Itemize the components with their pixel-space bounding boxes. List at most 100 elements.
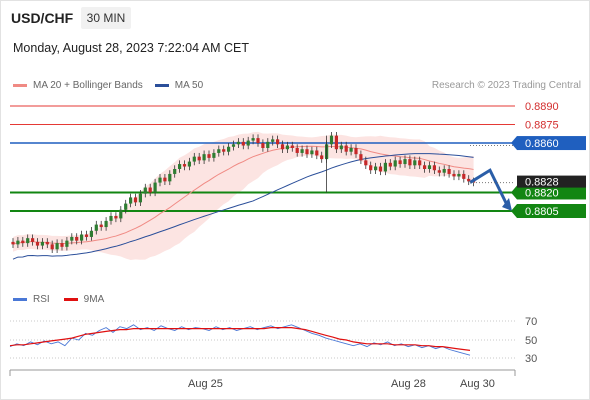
- candle-body: [231, 144, 236, 147]
- candle-body: [408, 159, 412, 166]
- rsi-ma9-line: [9, 327, 471, 351]
- level-label-0.8820: 0.8820: [525, 187, 559, 199]
- candle-body: [173, 169, 177, 174]
- candle-body: [329, 135, 334, 145]
- candle-body: [364, 160, 368, 166]
- candle-body: [133, 197, 138, 203]
- moving-averages-layer: [12, 145, 474, 260]
- rsi-tick-30: 30: [525, 353, 537, 365]
- candle-body: [178, 164, 182, 169]
- candle-body: [153, 182, 157, 193]
- x-tick-aug28: Aug 28: [391, 378, 426, 390]
- candle-body: [447, 169, 451, 174]
- candle-body: [114, 215, 118, 219]
- candle-body: [418, 160, 422, 166]
- candle-body: [16, 240, 20, 245]
- candle-body: [256, 138, 260, 144]
- candle-body: [349, 148, 353, 152]
- candle-body: [334, 135, 338, 150]
- level-pointer-0.8805: [511, 204, 517, 218]
- level-box-0.8820: [517, 185, 586, 200]
- candle-body: [138, 193, 142, 203]
- candle-body: [35, 241, 40, 246]
- rsi-panel: 70 50 30: [9, 316, 537, 365]
- legend-9ma: 9MA: [63, 294, 105, 305]
- candle-body: [21, 240, 25, 244]
- candle-body: [119, 209, 123, 219]
- copyright-text: Research © 2023 Trading Central: [431, 80, 581, 91]
- bollinger-band-area: [13, 131, 474, 261]
- candle-body: [462, 173, 466, 179]
- rsi-swatch: [13, 298, 27, 301]
- legend-rsi: RSI: [13, 294, 50, 305]
- last-price-box: [517, 175, 586, 188]
- candle-body: [344, 145, 348, 152]
- candle-body: [192, 156, 196, 162]
- candle-body: [276, 139, 280, 145]
- candle-body: [45, 241, 49, 245]
- forecast-layer: [469, 168, 512, 211]
- candle-body: [271, 139, 275, 142]
- candle-body: [427, 165, 432, 169]
- candle-body: [251, 138, 255, 141]
- level-label-0.8875: 0.8875: [525, 120, 559, 132]
- candle-body: [432, 165, 436, 171]
- candle-body: [31, 238, 35, 242]
- candle-body: [290, 145, 294, 148]
- candle-body: [227, 146, 231, 152]
- last-price-label: 0.8828: [525, 177, 559, 189]
- candle-body: [315, 150, 319, 156]
- level-label-0.8805: 0.8805: [525, 206, 559, 218]
- legend-rsi-label: RSI: [33, 294, 50, 305]
- ma20-swatch: [13, 84, 27, 87]
- timeframe-badge[interactable]: 30 MIN: [81, 7, 131, 29]
- candle-body: [11, 241, 15, 245]
- candle-body: [99, 224, 103, 228]
- candle-body: [393, 160, 397, 167]
- candle-body: [359, 154, 363, 161]
- candle-body: [202, 154, 206, 161]
- ma50-swatch: [154, 84, 169, 87]
- candle-body: [168, 173, 172, 182]
- ma20-line: [12, 145, 474, 245]
- candle-body: [354, 148, 358, 155]
- candle-body: [40, 241, 44, 246]
- x-tick-aug25: Aug 25: [188, 378, 223, 390]
- x-axis: Aug 25 Aug 28 Aug 30: [9, 369, 516, 390]
- rsi-tick-50: 50: [525, 335, 537, 347]
- candle-body: [305, 149, 309, 155]
- candle-body: [383, 162, 387, 172]
- candle-body: [378, 166, 383, 172]
- candle-body: [182, 164, 187, 167]
- candle-body: [212, 152, 216, 158]
- candle-body: [217, 149, 221, 153]
- candle-body: [75, 236, 79, 241]
- legend-ma50: MA 50: [154, 80, 203, 91]
- ma50-line: [12, 153, 474, 260]
- candle-body: [109, 215, 113, 221]
- candle-body: [84, 234, 89, 237]
- candle-body: [285, 145, 289, 150]
- rsi-tick-70: 70: [525, 316, 537, 328]
- candle-body: [467, 178, 471, 182]
- candle-body: [398, 160, 402, 165]
- candle-body: [187, 161, 191, 167]
- candle-body: [124, 203, 128, 210]
- candle-body: [413, 160, 417, 166]
- ma9-swatch: [63, 298, 78, 301]
- candle-body: [310, 150, 314, 155]
- candle-body: [197, 156, 201, 161]
- legend-9ma-label: 9MA: [83, 294, 105, 305]
- candle-body: [129, 197, 133, 204]
- candle-body: [158, 177, 162, 183]
- candle-body: [452, 173, 456, 177]
- candle-body: [207, 154, 211, 158]
- candle-body: [163, 177, 167, 182]
- candle-body: [374, 166, 378, 171]
- candle-body: [50, 244, 54, 250]
- candle-body: [80, 234, 84, 241]
- rsi-legend: RSI 9MA: [13, 294, 104, 305]
- bollinger-bands-layer: [13, 131, 474, 261]
- candle-body: [339, 145, 343, 150]
